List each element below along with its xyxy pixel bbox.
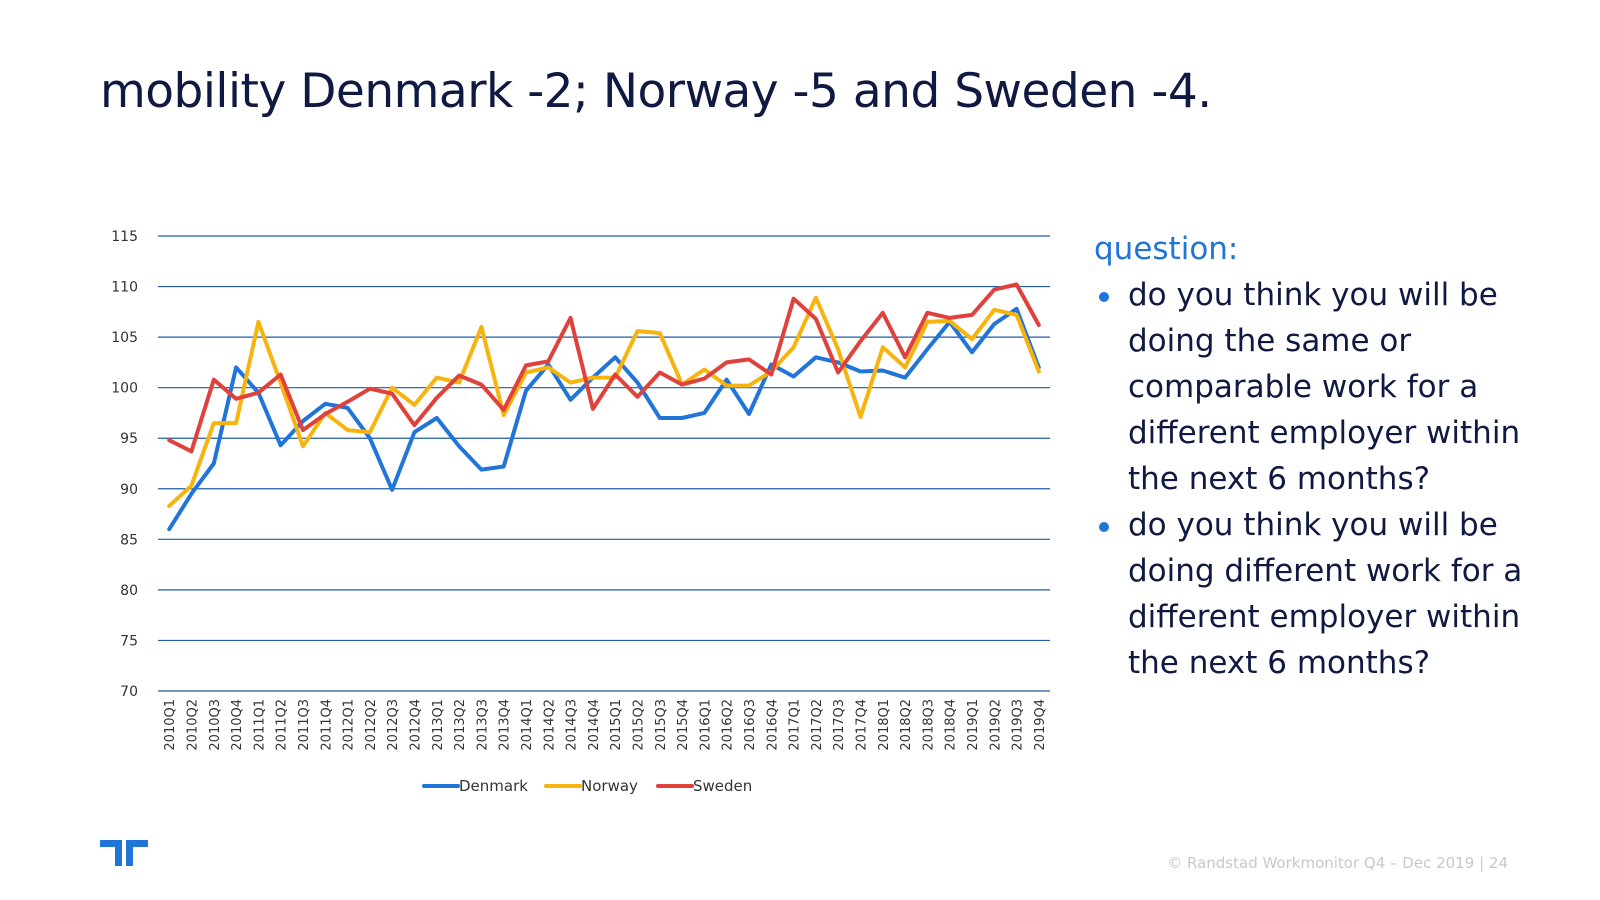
x-tick-label: 2011Q3 xyxy=(297,699,312,751)
question-heading: question: xyxy=(1094,231,1239,267)
y-tick-label: 95 xyxy=(120,431,138,447)
gridlines xyxy=(158,235,1050,692)
x-tick-label: 2011Q4 xyxy=(319,699,334,751)
y-tick-label: 90 xyxy=(120,482,138,498)
x-axis-tick-labels: 2010Q1 2010Q2 2010Q3 2010Q4 2011Q1 2011Q2 2011… xyxy=(163,699,1048,751)
x-tick-label: 2018Q3 xyxy=(921,699,936,751)
x-tick-label: 2016Q2 xyxy=(721,699,736,751)
x-tick-label: 2019Q1 xyxy=(966,699,981,751)
x-tick-label: 2010Q4 xyxy=(230,699,245,751)
legend-item-norway: Norway xyxy=(544,777,638,795)
legend-label: Norway xyxy=(581,777,638,795)
x-tick-label: 2010Q3 xyxy=(208,699,223,751)
x-tick-label: 2017Q2 xyxy=(810,699,825,751)
x-tick-label: 2017Q4 xyxy=(854,699,869,751)
x-tick-label: 2018Q2 xyxy=(899,699,914,751)
x-tick-label: 2017Q3 xyxy=(832,699,847,751)
y-tick-label: 105 xyxy=(111,330,138,346)
y-tick-label: 85 xyxy=(120,532,138,548)
y-tick-label: 100 xyxy=(111,381,138,397)
legend-item-denmark: Denmark xyxy=(422,777,528,795)
x-tick-label: 2015Q3 xyxy=(654,699,669,751)
x-tick-label: 2018Q1 xyxy=(877,699,892,751)
legend-item-sweden: Sweden xyxy=(656,777,752,795)
footer: © Randstad Workmonitor Q4 – Dec 2019 | 2… xyxy=(1167,854,1508,872)
x-tick-label: 2015Q4 xyxy=(676,699,691,751)
x-tick-label: 2019Q4 xyxy=(1033,699,1048,751)
x-tick-label: 2012Q3 xyxy=(386,699,401,751)
y-axis-tick-labels: 70 75 80 85 90 95 100 105 110 115 xyxy=(111,229,138,700)
x-tick-label: 2015Q2 xyxy=(631,699,646,751)
x-tick-label: 2011Q2 xyxy=(275,699,290,751)
x-tick-label: 2016Q3 xyxy=(743,699,758,751)
x-tick-label: 2014Q4 xyxy=(587,699,602,751)
x-tick-label: 2016Q1 xyxy=(698,699,713,751)
y-tick-label: 75 xyxy=(120,633,138,649)
x-tick-label: 2018Q4 xyxy=(944,699,959,751)
x-tick-label: 2019Q3 xyxy=(1011,699,1026,751)
x-tick-label: 2013Q1 xyxy=(431,699,446,751)
series-line-norway xyxy=(167,295,1041,508)
x-tick-label: 2010Q2 xyxy=(185,699,200,751)
x-tick-label: 2013Q2 xyxy=(453,699,468,751)
series-lines xyxy=(167,282,1041,532)
x-tick-label: 2011Q1 xyxy=(252,699,267,751)
series-line-sweden xyxy=(167,282,1041,454)
x-tick-label: 2013Q3 xyxy=(475,699,490,751)
legend-label: Denmark xyxy=(459,777,528,795)
x-tick-label: 2010Q1 xyxy=(163,699,178,751)
x-tick-label: 2014Q3 xyxy=(565,699,580,751)
x-tick-label: 2015Q1 xyxy=(609,699,624,751)
series-line-denmark xyxy=(167,306,1041,532)
x-tick-label: 2016Q4 xyxy=(765,699,780,751)
footer-separator: | xyxy=(1479,854,1485,872)
y-tick-label: 115 xyxy=(111,229,138,245)
x-tick-label: 2012Q2 xyxy=(364,699,379,751)
legend: Denmark Norway Sweden xyxy=(422,777,752,795)
question-bullet-2: do you think you will be doing different… xyxy=(1094,502,1564,686)
x-tick-label: 2019Q2 xyxy=(988,699,1003,751)
y-tick-label: 80 xyxy=(120,583,138,599)
legend-label: Sweden xyxy=(693,777,752,795)
page-number: 24 xyxy=(1488,854,1508,872)
y-tick-label: 70 xyxy=(120,684,138,700)
question-panel: question: do you think you will be doing… xyxy=(1094,226,1564,686)
x-tick-label: 2012Q1 xyxy=(342,699,357,751)
randstad-logo-icon xyxy=(100,840,148,866)
x-tick-label: 2014Q1 xyxy=(520,699,535,751)
page-title: mobility Denmark -2; Norway -5 and Swede… xyxy=(100,64,1212,119)
question-list: do you think you will be doing the same … xyxy=(1094,272,1564,686)
x-tick-label: 2014Q2 xyxy=(542,699,557,751)
x-tick-label: 2013Q4 xyxy=(498,699,513,751)
y-tick-label: 110 xyxy=(111,280,138,296)
question-bullet-1: do you think you will be doing the same … xyxy=(1094,272,1564,502)
x-tick-label: 2017Q1 xyxy=(788,699,803,751)
footer-copyright: © Randstad Workmonitor Q4 – Dec 2019 xyxy=(1167,854,1475,872)
x-tick-label: 2012Q4 xyxy=(408,699,423,751)
